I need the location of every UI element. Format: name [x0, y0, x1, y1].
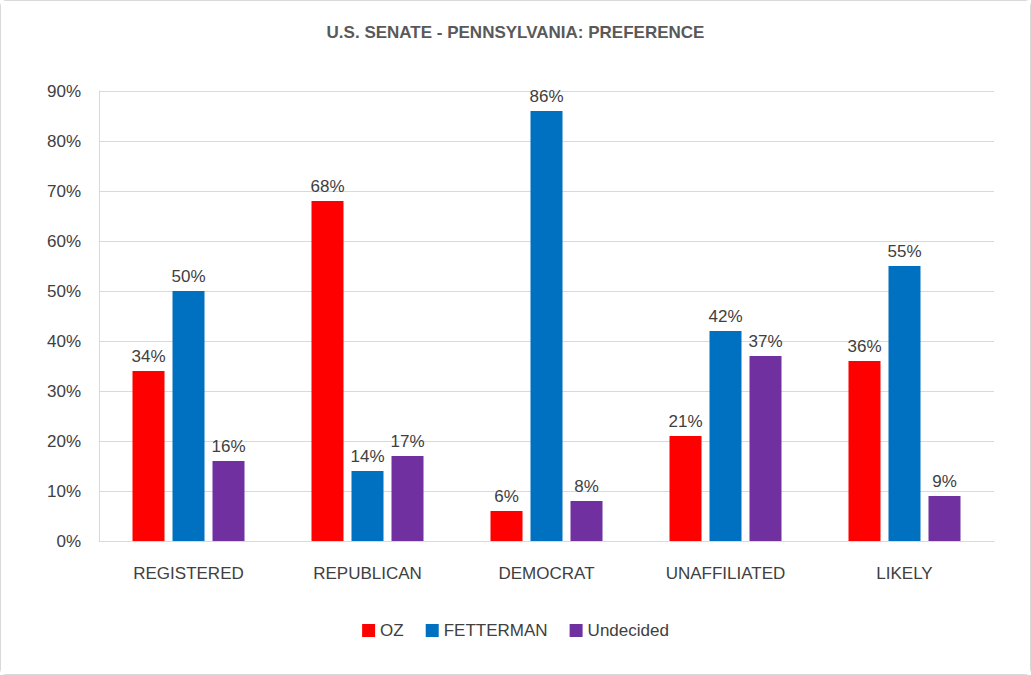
svg-text:U.S. SENATE - PENNSYLVANIA: PR: U.S. SENATE - PENNSYLVANIA: PREFERENCE [327, 23, 705, 42]
svg-text:50%: 50% [171, 267, 205, 286]
svg-text:30%: 30% [47, 382, 81, 401]
svg-text:10%: 10% [47, 482, 81, 501]
svg-text:20%: 20% [47, 432, 81, 451]
svg-text:80%: 80% [47, 132, 81, 151]
svg-text:60%: 60% [47, 232, 81, 251]
svg-text:42%: 42% [708, 307, 742, 326]
svg-text:50%: 50% [47, 282, 81, 301]
svg-text:70%: 70% [47, 182, 81, 201]
svg-text:OZ: OZ [380, 621, 404, 640]
svg-text:9%: 9% [932, 472, 957, 491]
svg-text:37%: 37% [748, 332, 782, 351]
svg-text:REGISTERED: REGISTERED [133, 564, 244, 583]
svg-text:6%: 6% [494, 487, 519, 506]
svg-text:40%: 40% [47, 332, 81, 351]
svg-text:UNAFFILIATED: UNAFFILIATED [666, 564, 786, 583]
svg-text:Undecided: Undecided [588, 621, 669, 640]
svg-text:90%: 90% [47, 82, 81, 101]
svg-text:34%: 34% [131, 347, 165, 366]
svg-text:68%: 68% [310, 177, 344, 196]
svg-text:REPUBLICAN: REPUBLICAN [313, 564, 422, 583]
svg-text:55%: 55% [887, 242, 921, 261]
svg-text:21%: 21% [668, 412, 702, 431]
svg-text:17%: 17% [390, 432, 424, 451]
svg-text:FETTERMAN: FETTERMAN [444, 621, 548, 640]
svg-text:36%: 36% [847, 337, 881, 356]
svg-text:0%: 0% [56, 532, 81, 551]
svg-text:LIKELY: LIKELY [876, 564, 932, 583]
svg-text:14%: 14% [350, 447, 384, 466]
svg-text:16%: 16% [211, 437, 245, 456]
svg-text:8%: 8% [574, 477, 599, 496]
svg-text:86%: 86% [529, 87, 563, 106]
svg-text:DEMOCRAT: DEMOCRAT [498, 564, 594, 583]
